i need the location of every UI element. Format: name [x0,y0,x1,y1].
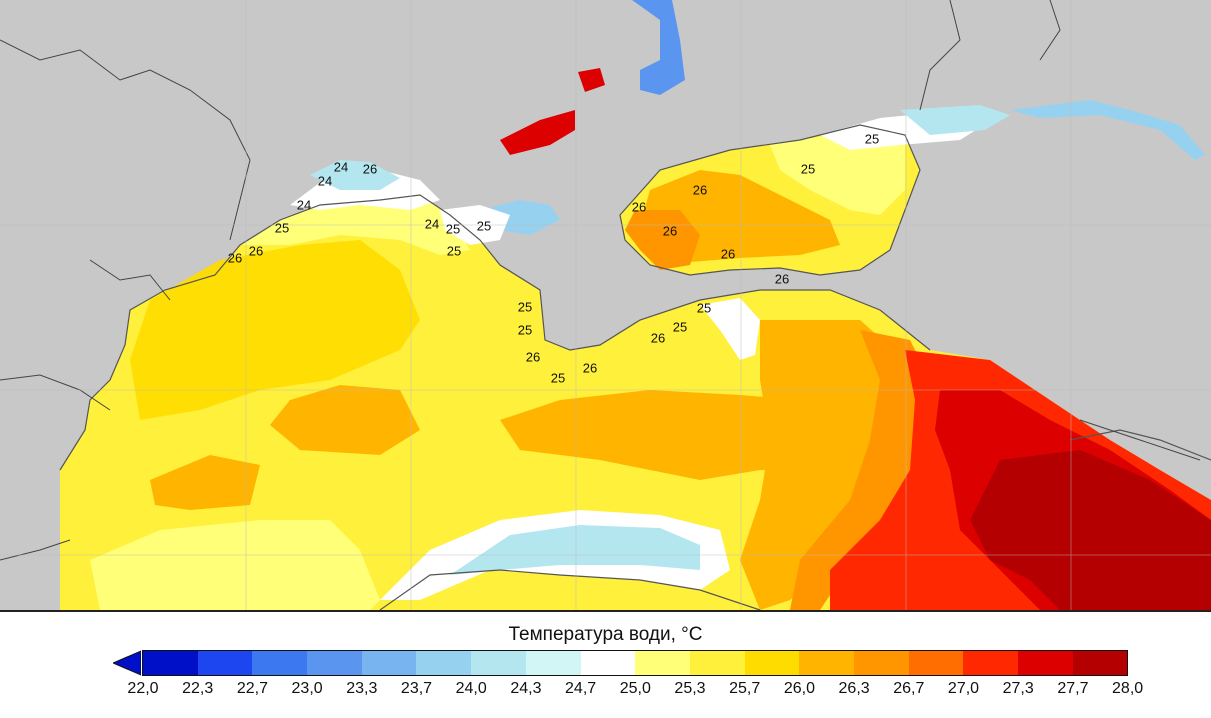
contour-label: 24 [424,216,440,232]
temp-kerch-white [700,298,760,360]
contour-label: 25 [800,161,816,177]
temp-maroon-east [970,450,1211,610]
colorbar-tick-label: 25,0 [619,680,651,697]
temp-darkorange-east [790,330,930,610]
contour-label: 24 [296,197,312,213]
colorbar-tick-label: 23,3 [346,680,378,697]
contour-label: 25 [274,220,290,236]
contour-label: 26 [631,199,647,215]
colorbar-tick-label: 26,3 [838,680,870,697]
colorbar-segment [689,651,745,675]
colorbar [142,650,1129,676]
river-red-north2 [578,68,605,92]
colorbar-segment [361,651,417,675]
colorbar-segment [853,651,909,675]
colorbar-tick-label: 27,3 [1002,680,1034,697]
temp-lightyellow-sw [90,520,380,610]
sea-temperature-map: 24 26 24 24 25 26 26 24 25 25 25 25 25 26 25 26 26 25 25 26… [0,0,1211,612]
contour-label: 26 [525,349,541,365]
colorbar-tick-label: 26,0 [783,680,815,697]
colorbar-tick-label: 22,0 [127,680,159,697]
colorbar-tick-label: 28,0 [1112,680,1144,697]
grid-lines [0,0,1211,610]
contour-label: 26 [774,271,790,287]
colorbar-tick-label: 24,3 [510,680,542,697]
contour-label: 25 [517,322,533,338]
contour-label: 24 [317,173,333,189]
colorbar-segment [471,651,526,675]
colorbar-tick-label: 26,7 [893,680,925,697]
colorbar-tick-label: 22,7 [236,680,268,697]
colorbar-segment [1018,651,1073,675]
colorbar-tick-label: 23,0 [291,680,323,697]
colorbar-tick-label: 23,7 [400,680,433,697]
contour-label: 26 [720,246,736,262]
colorbar-tick-label: 27,7 [1057,680,1089,697]
legend-title: Температура води, °C [508,624,703,645]
contour-label: 26 [227,250,243,266]
contour-label: 25 [864,131,880,147]
temp-azov-light [770,130,905,215]
contour-label: 25 [446,243,462,259]
colorbar-tick-labels: 22,0 22,3 22,7 23,0 23,3 23,7 24,0 24,3 24,7 25,0… [0,680,1211,702]
colorbar-segment [143,651,198,675]
contour-label: 26 [362,161,378,177]
colorbar-segment [197,651,253,675]
contour-label: 26 [248,243,264,259]
colorbar-segment [252,651,308,675]
temp-orange-center [500,390,840,480]
colorbar-segment [744,651,800,675]
contour-label: 25 [696,300,712,316]
contour-label: 26 [582,360,598,376]
temp-cyan-nw [310,160,400,190]
contour-label: 26 [692,182,708,198]
colorbar-tick-label: 25,7 [729,680,761,697]
temp-azov-cyan-ne [900,105,1010,135]
colorbar-segment [799,651,854,675]
river-red-north [500,110,575,155]
colorbar-segment [525,651,581,675]
country-borders [0,0,1201,561]
contour-label: 26 [650,330,666,346]
contour-label: 25 [517,299,533,315]
river-cyan-north [632,0,685,95]
temp-cyan-south [450,525,700,575]
colorbar-segment [307,651,362,675]
colorbar-segment [963,651,1018,675]
colorbar-tick-label: 24,7 [565,680,597,697]
map-canvas [0,0,1211,610]
colorbar-tick-label: 24,0 [455,680,487,697]
temp-orange-east [740,320,905,610]
temp-orange-sw [150,455,260,510]
colorbar-tick-label: 22,3 [182,680,214,697]
contour-label: 25 [445,221,461,237]
colorbar-segment [1072,651,1128,675]
under-range-arrow-icon [113,650,141,676]
colorbar-tick-label: 25,3 [674,680,706,697]
contour-label: 25 [476,218,492,234]
contour-label: 24 [333,159,349,175]
colorbar-segment [635,651,690,675]
coastline [59,124,1211,610]
colorbar-segment [580,651,636,675]
contour-label: 25 [672,319,688,335]
colorbar-tick-label: 27,0 [947,680,980,697]
colorbar-segment [908,651,964,675]
colorbar-segment [416,651,472,675]
temp-orange-west [130,240,420,420]
contour-label: 25 [550,370,566,386]
contour-label: 26 [662,223,678,239]
temperature-legend: Температура води, °C 22,0 22,3 22,7 23,0 23,… [0,612,1211,718]
temp-orange-west-inner [270,385,420,455]
river-cyan-east [1010,100,1205,160]
